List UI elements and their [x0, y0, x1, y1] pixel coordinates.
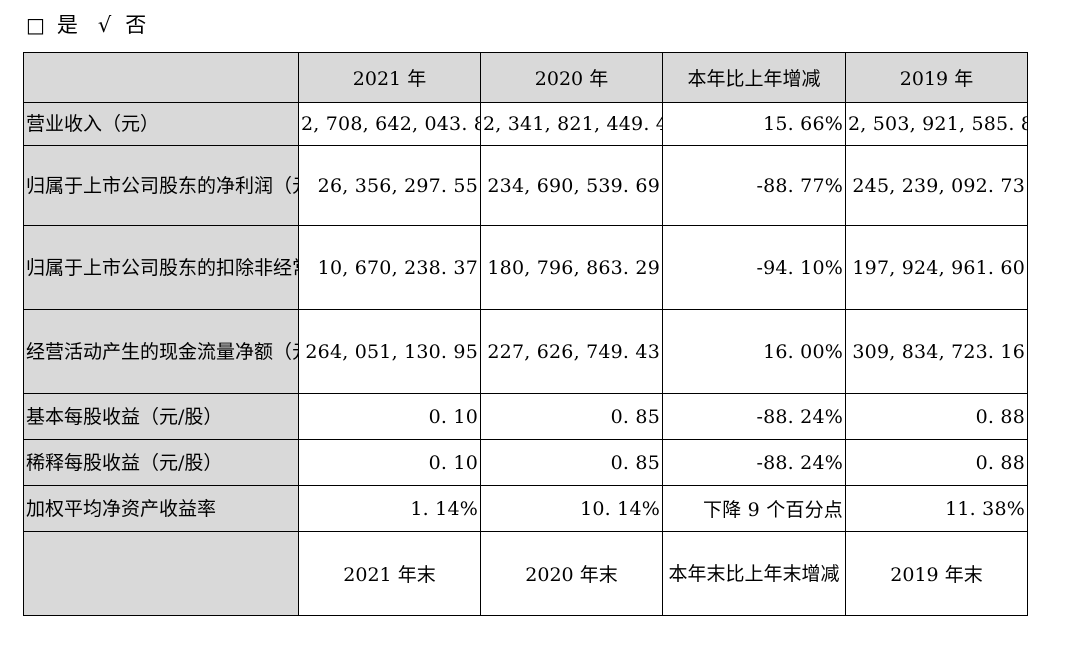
value-2020: 234, 690, 539. 69: [480, 145, 663, 226]
value-change: -88. 24%: [662, 393, 846, 440]
check-mark-icon[interactable]: √: [97, 13, 112, 37]
row-label: 基本每股收益（元/股）: [23, 393, 299, 440]
value-change: -88. 24%: [662, 439, 846, 486]
value-2019: 0. 88: [845, 393, 1028, 440]
value-2020: 0. 85: [480, 393, 663, 440]
row-label: 稀释每股收益（元/股）: [23, 439, 299, 486]
value-2020: 227, 626, 749. 43: [480, 309, 663, 394]
table-row: 经营活动产生的现金流量净额（元） 264, 051, 130. 95 227, …: [23, 309, 1028, 394]
value-2021: 26, 356, 297. 55: [298, 145, 481, 226]
table-row: 营业收入（元） 2, 708, 642, 043. 88 2, 341, 821…: [23, 102, 1028, 146]
table-row: 加权平均净资产收益率 1. 14% 10. 14% 下降 9 个百分点 11. …: [23, 485, 1028, 532]
value-2021: 10, 670, 238. 37: [298, 225, 481, 310]
header-cell-2020: 2020 年: [480, 52, 663, 103]
subheader-cell-2020-end: 2020 年末: [480, 531, 663, 616]
value-2020: 2, 341, 821, 449. 45: [480, 102, 663, 146]
header-cell-change: 本年比上年增减: [662, 52, 846, 103]
value-change: 15. 66%: [662, 102, 846, 146]
header-cell-blank: [23, 52, 299, 103]
value-2020: 10. 14%: [480, 485, 663, 532]
table-row: 稀释每股收益（元/股） 0. 10 0. 85 -88. 24% 0. 88: [23, 439, 1028, 486]
subheader-cell-2019-end: 2019 年末: [845, 531, 1028, 616]
row-label: 加权平均净资产收益率: [23, 485, 299, 532]
value-2019: 197, 924, 961. 60: [845, 225, 1028, 310]
table-subheader-row: 2021 年末 2020 年末 本年末比上年末增减 2019 年末: [23, 531, 1028, 616]
subheader-cell-blank: [23, 531, 299, 616]
row-label: 归属于上市公司股东的扣除非经常性损益的净利润（元）: [23, 225, 299, 310]
value-2021: 0. 10: [298, 393, 481, 440]
value-2019: 11. 38%: [845, 485, 1028, 532]
value-change: -88. 77%: [662, 145, 846, 226]
value-change: -94. 10%: [662, 225, 846, 310]
value-2019: 309, 834, 723. 16: [845, 309, 1028, 394]
yes-no-selection: □ 是 √ 否: [26, 8, 146, 42]
table-row: 归属于上市公司股东的净利润（元） 26, 356, 297. 55 234, 6…: [23, 145, 1028, 226]
empty-checkbox-icon[interactable]: □: [26, 13, 45, 37]
subheader-cell-2021-end: 2021 年末: [298, 531, 481, 616]
table-row: 归属于上市公司股东的扣除非经常性损益的净利润（元） 10, 670, 238. …: [23, 225, 1028, 310]
row-label: 营业收入（元）: [23, 102, 299, 146]
value-2019: 245, 239, 092. 73: [845, 145, 1028, 226]
value-change: 下降 9 个百分点: [662, 485, 846, 532]
value-2019: 2, 503, 921, 585. 82: [845, 102, 1028, 146]
value-2020: 180, 796, 863. 29: [480, 225, 663, 310]
subheader-cell-change: 本年末比上年末增减: [662, 531, 846, 616]
table-row: 基本每股收益（元/股） 0. 10 0. 85 -88. 24% 0. 88: [23, 393, 1028, 440]
financial-summary-table: 2021 年 2020 年 本年比上年增减 2019 年 营业收入（元） 2, …: [23, 52, 1028, 616]
row-label: 经营活动产生的现金流量净额（元）: [23, 309, 299, 394]
value-2019: 0. 88: [845, 439, 1028, 486]
no-option-label: 否: [125, 13, 147, 37]
yes-option-label: 是: [56, 13, 78, 37]
value-2021: 264, 051, 130. 95: [298, 309, 481, 394]
value-2021: 1. 14%: [298, 485, 481, 532]
value-2021: 2, 708, 642, 043. 88: [298, 102, 481, 146]
value-change: 16. 00%: [662, 309, 846, 394]
header-cell-2019: 2019 年: [845, 52, 1028, 103]
value-2020: 0. 85: [480, 439, 663, 486]
value-2021: 0. 10: [298, 439, 481, 486]
table-header-row: 2021 年 2020 年 本年比上年增减 2019 年: [23, 52, 1028, 103]
row-label: 归属于上市公司股东的净利润（元）: [23, 145, 299, 226]
header-cell-2021: 2021 年: [298, 52, 481, 103]
